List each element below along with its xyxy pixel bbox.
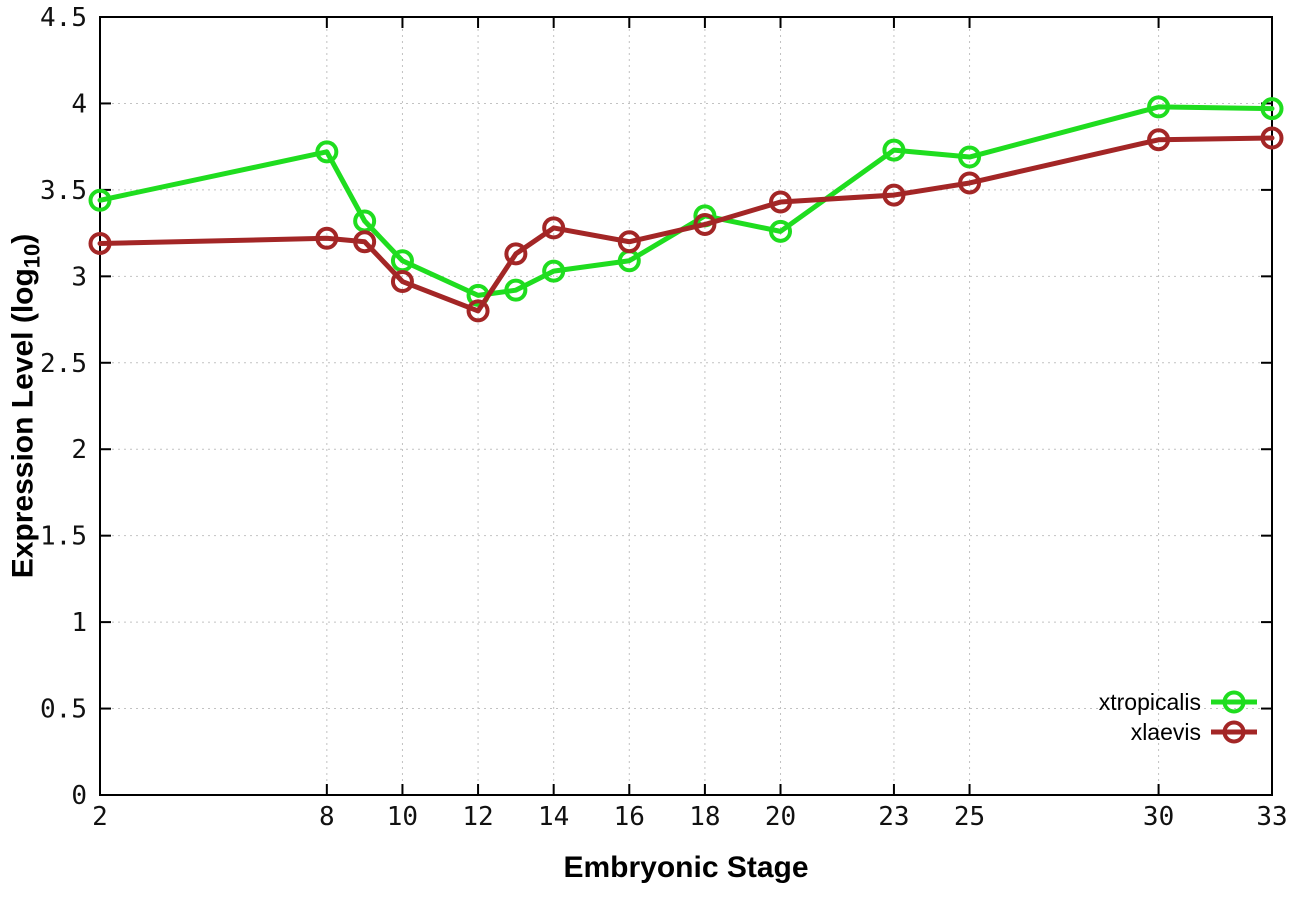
x-tick-label: 25 bbox=[954, 802, 985, 832]
data-point-xlaevis bbox=[693, 212, 717, 236]
x-tick-label: 10 bbox=[387, 802, 418, 832]
x-axis-title: Embryonic Stage bbox=[563, 851, 809, 884]
y-axis-title: Expression Level (log10) bbox=[7, 234, 46, 579]
x-tick-label: 16 bbox=[614, 802, 645, 832]
data-point-xtropicalis bbox=[1260, 97, 1284, 121]
y-tick-label: 2 bbox=[71, 435, 87, 465]
data-point-xlaevis bbox=[1147, 128, 1171, 152]
data-point-xtropicalis bbox=[769, 219, 793, 243]
y-tick-label: 0 bbox=[71, 781, 87, 811]
data-point-xlaevis bbox=[315, 226, 339, 250]
y-axis-title-subscript: 10 bbox=[19, 243, 45, 269]
series-line-xtropicalis bbox=[97, 104, 1275, 298]
y-axis-title-end: ) bbox=[6, 233, 40, 244]
data-point-xlaevis bbox=[1260, 126, 1284, 150]
x-tick-label: 18 bbox=[689, 802, 720, 832]
y-tick-label: 1 bbox=[71, 608, 87, 638]
data-point-xtropicalis bbox=[88, 188, 112, 212]
y-tick-label: 1.5 bbox=[40, 522, 87, 552]
data-point-xlaevis bbox=[882, 183, 906, 207]
x-tick-label: 14 bbox=[538, 802, 569, 832]
plot-border bbox=[99, 16, 1273, 796]
data-point-xtropicalis bbox=[542, 259, 566, 283]
data-point-xtropicalis bbox=[504, 278, 528, 302]
data-point-xlaevis bbox=[542, 216, 566, 240]
data-point-xlaevis bbox=[466, 299, 490, 323]
x-tick-label: 33 bbox=[1256, 802, 1287, 832]
data-point-xlaevis bbox=[88, 231, 112, 255]
x-tick-label: 20 bbox=[765, 802, 796, 832]
legend-marker-xtropicalis bbox=[1211, 690, 1257, 714]
data-point-xtropicalis bbox=[958, 145, 982, 169]
data-point-xlaevis bbox=[769, 190, 793, 214]
data-point-xtropicalis bbox=[1147, 95, 1171, 119]
y-tick-label: 3.5 bbox=[40, 176, 87, 206]
data-point-xlaevis bbox=[504, 242, 528, 266]
legend: xtropicalis xlaevis bbox=[1099, 687, 1258, 747]
x-tick-label: 12 bbox=[462, 802, 493, 832]
data-point-xtropicalis bbox=[315, 140, 339, 164]
y-tick-label: 4.5 bbox=[40, 3, 87, 33]
legend-label-xtropicalis: xtropicalis bbox=[1098, 688, 1201, 715]
x-tick-label: 2 bbox=[92, 802, 108, 832]
data-point-xlaevis bbox=[617, 230, 641, 254]
data-point-xlaevis bbox=[390, 270, 414, 294]
data-point-xlaevis bbox=[958, 171, 982, 195]
x-tick-label: 30 bbox=[1143, 802, 1174, 832]
y-tick-label: 0.5 bbox=[40, 695, 87, 725]
y-tick-label: 4 bbox=[71, 89, 87, 119]
legend-marker-xlaevis bbox=[1211, 720, 1257, 744]
x-tick-label: 23 bbox=[878, 802, 909, 832]
y-tick-label: 3 bbox=[71, 262, 87, 292]
data-point-xlaevis bbox=[353, 230, 377, 254]
legend-entry-xtropicalis: xtropicalis bbox=[1099, 687, 1258, 717]
legend-entry-xlaevis: xlaevis bbox=[1099, 717, 1258, 747]
y-axis-title-main: Expression Level (log bbox=[6, 268, 40, 579]
legend-label-xlaevis: xlaevis bbox=[1130, 718, 1201, 745]
x-tick-label: 8 bbox=[319, 802, 335, 832]
y-tick-label: 2.5 bbox=[40, 349, 87, 379]
data-point-xtropicalis bbox=[882, 138, 906, 162]
